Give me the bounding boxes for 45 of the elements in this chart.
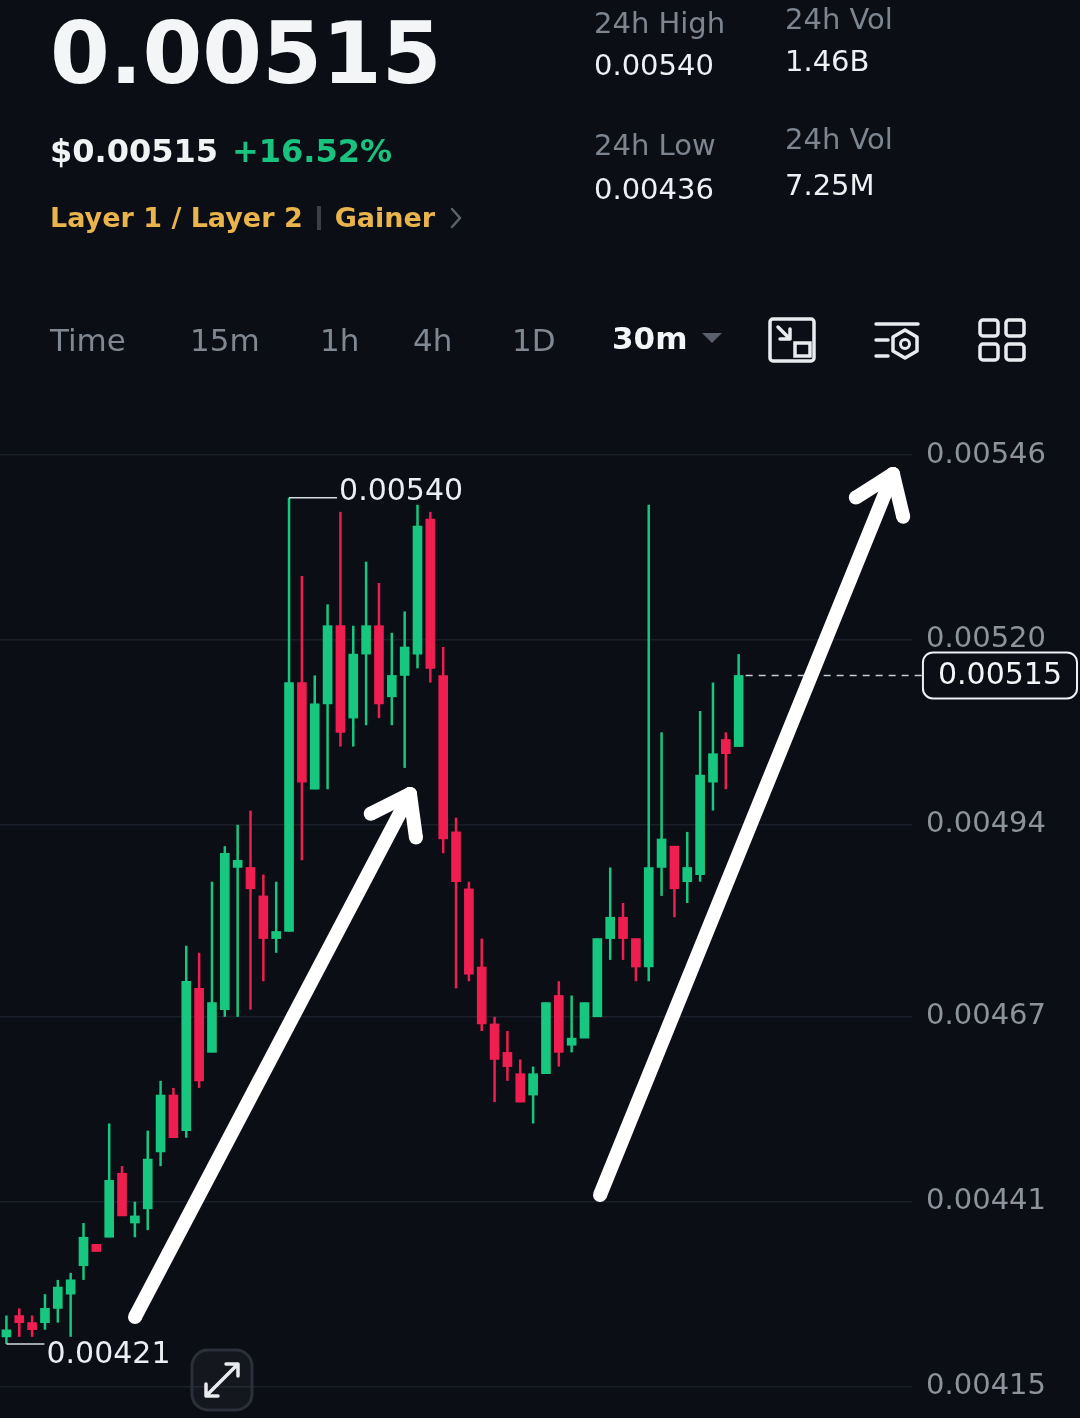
text: 30m [612,320,688,356]
y-tick-label: 0.00520 [926,620,1047,655]
candlestick [232,823,243,1019]
text: 24h Low [594,128,716,162]
candlestick [27,1314,37,1339]
candlestick [502,1029,513,1083]
y-tick-label: 0.00415 [926,1367,1047,1402]
candlestick [52,1278,63,1324]
y-tick-label: 0.00494 [926,805,1047,840]
text: 24h High [594,6,726,40]
candlestick [682,830,693,905]
ref-line-label: 0.00515 [937,656,1062,692]
y-tick-label: 0.00467 [926,997,1047,1032]
text: 0.00436 [594,172,714,206]
candlestick [605,866,616,962]
text: Gainer [334,202,436,233]
text: 1D [512,322,556,358]
chart-title: 0.00515 [50,3,442,103]
candlestick [386,631,397,727]
candlestick [566,994,577,1054]
y-tick-label: 0.00441 [926,1182,1047,1217]
annotation: 0.00421 [46,1334,171,1370]
text: Layer 1 / Layer 2 [50,202,303,233]
text: Time [50,322,126,358]
text: 1h [320,322,360,358]
candlestick [14,1307,25,1339]
annotation: 0.00540 [339,471,464,507]
text: 7.25M [785,168,875,202]
candlestick [720,731,731,791]
candlestick [618,901,628,962]
text: +16.52% [232,132,393,170]
chart-subtitle: $0.00515 [50,132,219,170]
text: 24h Vol [785,2,893,36]
candlestick [130,1200,140,1239]
text: 15m [190,322,260,358]
candlestick [271,880,282,955]
candlestick [40,1292,50,1331]
candlestick [1,1314,12,1346]
text: 0.00540 [594,48,714,82]
candlestick [528,1065,538,1125]
candlestick [245,809,256,1011]
text: 4h [413,322,453,358]
y-tick-label: 0.00546 [926,435,1047,470]
text: 1.46B [785,44,870,78]
text: 24h Vol [785,122,893,156]
